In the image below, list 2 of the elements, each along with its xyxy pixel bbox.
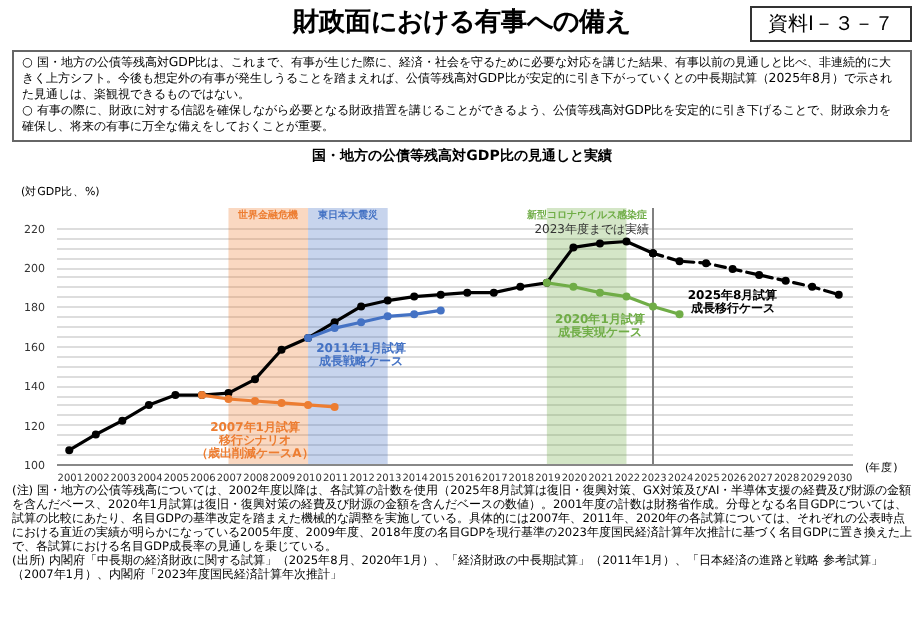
chart-title: 財政面における有事への備え [293,8,631,38]
text: 資料Ⅰ－３－７ [750,6,912,42]
